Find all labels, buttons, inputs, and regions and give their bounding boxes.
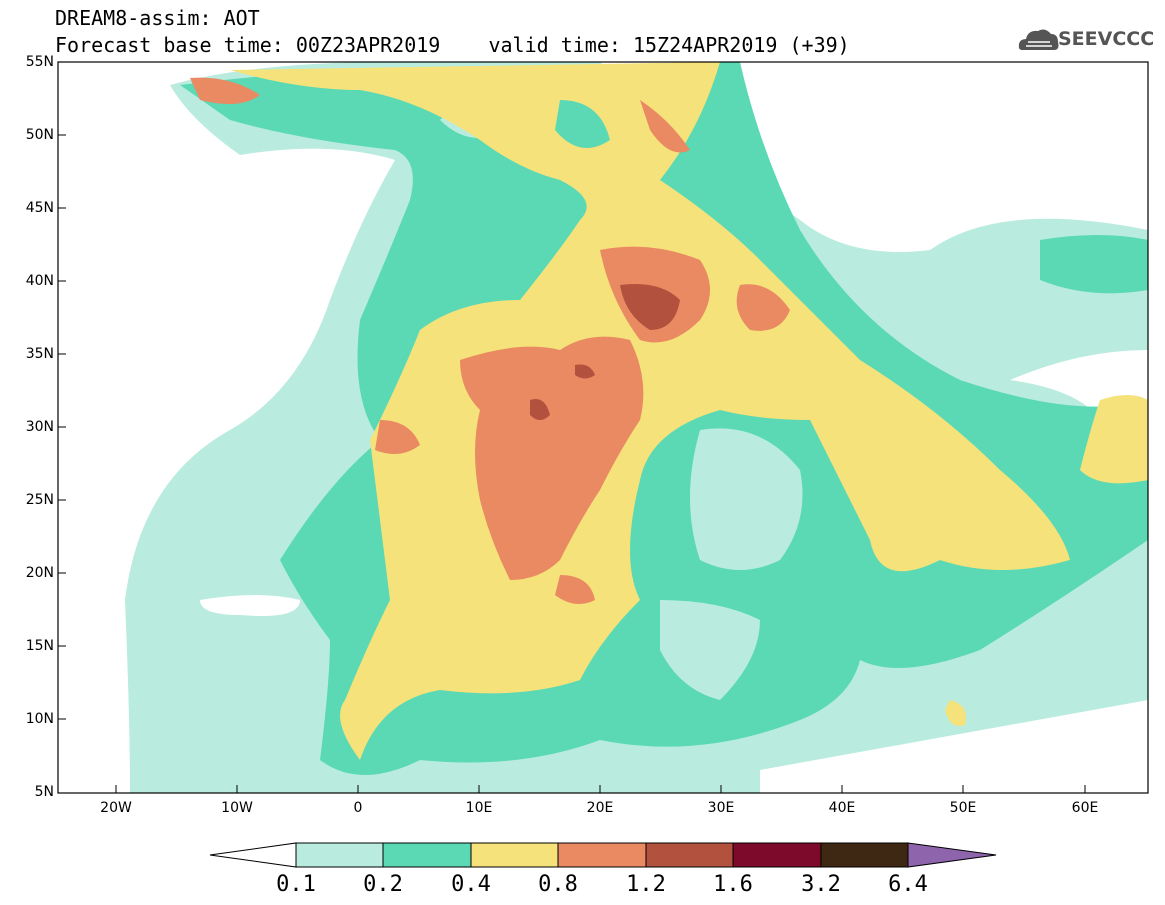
lat-label: 25N [25, 492, 54, 508]
colorbar-label: 6.4 [888, 872, 928, 897]
lat-label: 40N [25, 273, 54, 289]
lon-label: 30E [707, 800, 735, 816]
logo-text: SEEVCCC [1058, 28, 1155, 50]
lat-label: 15N [25, 638, 54, 654]
lat-label: 20N [25, 565, 54, 581]
colorbar-label: 1.2 [626, 872, 666, 897]
cloud-icon [1018, 29, 1059, 50]
colorbar-segment-2 [382, 842, 472, 868]
seevccc-logo [1018, 29, 1059, 50]
lat-label: 45N [25, 200, 54, 216]
colorbar-label: 0.2 [363, 872, 403, 897]
colorbar-segment-7 [820, 842, 909, 868]
lat-label: 55N [25, 54, 54, 70]
colorbar-label: 0.8 [538, 872, 578, 897]
colorbar-high-arrow [907, 842, 997, 868]
aot-band-0-4 [230, 62, 1070, 760]
colorbar-label: 0.4 [451, 872, 491, 897]
colorbar-segment-5 [645, 842, 734, 868]
aot-band-0-8 [460, 336, 644, 580]
map-subtitle: Forecast base time: 00Z23APR2019 valid t… [55, 33, 850, 57]
lon-label: 60E [1071, 800, 1099, 816]
map-title: DREAM8-assim: AOT [55, 6, 260, 30]
lat-label: 50N [25, 127, 54, 143]
lat-label: 5N [34, 784, 54, 800]
lon-label: 40E [828, 800, 856, 816]
axis-ticks [58, 61, 1086, 793]
colorbar-segment-4 [557, 842, 647, 868]
lat-label: 30N [25, 419, 54, 435]
colorbar-label: 3.2 [801, 872, 841, 897]
colorbar-segment-3 [470, 842, 559, 868]
lon-label: 0 [353, 800, 363, 816]
lat-label: 10N [25, 711, 54, 727]
lat-label: 35N [25, 346, 54, 362]
colorbar-label: 1.6 [713, 872, 753, 897]
colorbar [209, 842, 997, 868]
lon-label: 10E [465, 800, 493, 816]
colorbar-label: 0.1 [276, 872, 316, 897]
lon-label: 10W [221, 800, 253, 816]
aot-band-1-2 [620, 284, 680, 330]
colorbar-low-arrow [209, 842, 297, 868]
lon-label: 50E [949, 800, 977, 816]
lon-label: 20W [100, 800, 132, 816]
colorbar-segment-1 [295, 842, 384, 868]
colorbar-segment-6 [732, 842, 822, 868]
lon-label: 20E [586, 800, 614, 816]
aot-contours [125, 62, 1148, 793]
